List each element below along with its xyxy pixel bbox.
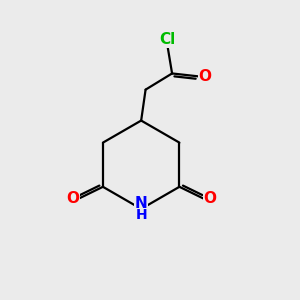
Text: H: H <box>135 208 147 222</box>
Text: Cl: Cl <box>160 32 176 47</box>
Text: O: O <box>199 69 212 84</box>
Text: O: O <box>66 191 79 206</box>
Text: N: N <box>135 196 148 211</box>
Text: O: O <box>203 191 217 206</box>
